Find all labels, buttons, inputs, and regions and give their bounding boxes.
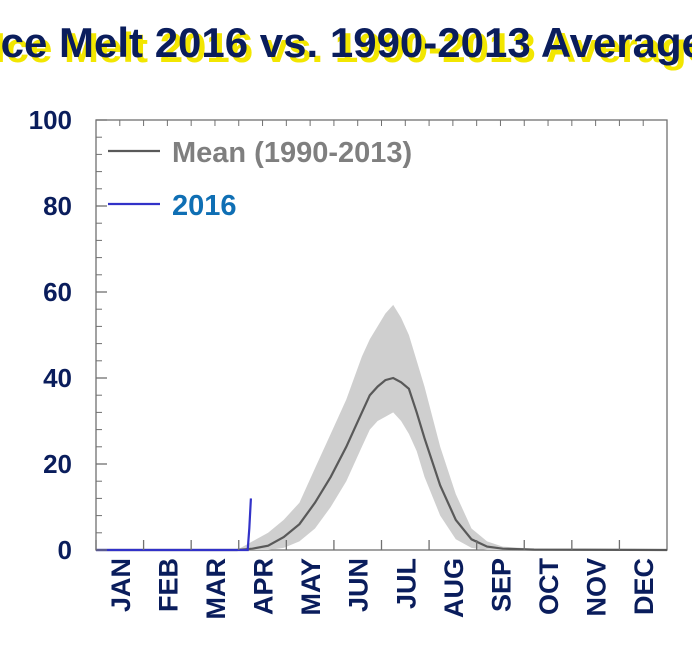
x-tick-label: MAR [201,558,231,620]
y-tick-label: 20 [43,449,72,479]
x-tick-label: NOV [582,558,612,617]
legend: Mean (1990-2013) 2016 [108,137,412,222]
series-line-mean [96,376,668,552]
y-tick-label: 80 [43,191,72,221]
y-tick-label: 100 [29,105,72,135]
legend-label-2016: 2016 [172,190,237,222]
x-tick-label: FEB [153,558,183,612]
y-tick-label: 60 [43,277,72,307]
legend-label-mean: Mean (1990-2013) [172,137,412,169]
series-line-2016 [96,498,252,552]
x-tick-label: MAY [296,558,326,616]
x-tick-label: AUG [439,558,469,618]
mean-range-band [96,304,667,550]
y-tick-label: 40 [43,363,72,393]
x-tick-label: SEP [486,558,516,612]
x-tick-label: OCT [534,558,564,616]
x-axis-ticks: JAN FEB MAR APR MAY JUN JUL AUG SEP OCT NOV DEC [95,540,659,620]
x-tick-label: DEC [629,558,659,615]
chart-title-text: Ice Melt 2016 vs. 1990-2013 Average [0,19,692,66]
chart-title: Ice Melt 2016 vs. 1990-2013 Average Ice … [0,19,692,71]
x-tick-label: JUL [391,558,421,609]
y-axis-ticks: 0 20 40 60 80 100 [29,105,107,565]
x-tick-label: JUN [344,558,374,612]
y-tick-label: 0 [58,535,72,565]
x-tick-label: APR [249,558,279,615]
chart-title-shadow: Ice Melt 2016 vs. 1990-2013 Average [0,24,692,71]
x-tick-label: JAN [106,558,136,612]
